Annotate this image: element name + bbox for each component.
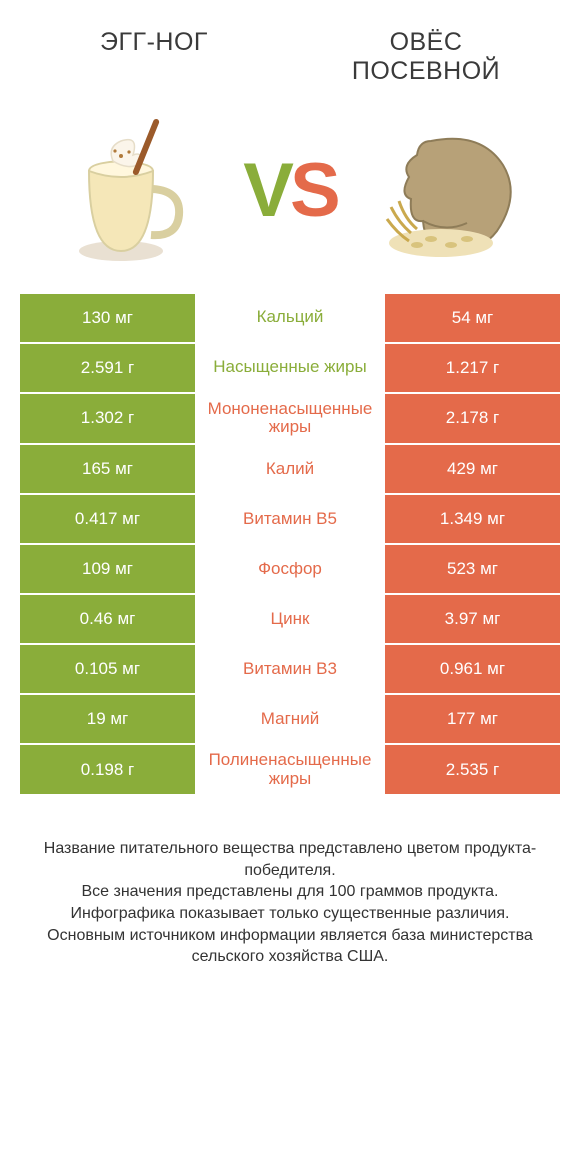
- value-right: 0.961 мг: [385, 645, 560, 693]
- table-row: 109 мгФосфор523 мг: [20, 543, 560, 593]
- vs-label: VS: [243, 147, 336, 234]
- nutrient-label: Магний: [195, 695, 385, 743]
- nutrient-label: Мононенасыщенные жиры: [195, 394, 385, 443]
- table-row: 2.591 гНасыщенные жиры1.217 г: [20, 342, 560, 392]
- nutrient-label: Фосфор: [195, 545, 385, 593]
- table-row: 0.417 мгВитамин B51.349 мг: [20, 493, 560, 543]
- value-left: 1.302 г: [20, 394, 195, 443]
- nutrient-label: Насыщенные жиры: [195, 344, 385, 392]
- value-left: 0.417 мг: [20, 495, 195, 543]
- nutrient-label: Полиненасыщенные жиры: [195, 745, 385, 794]
- image-right: [366, 106, 536, 276]
- value-right: 2.535 г: [385, 745, 560, 794]
- nutrient-label: Калий: [195, 445, 385, 493]
- value-right: 1.217 г: [385, 344, 560, 392]
- vs-s-letter: S: [290, 148, 337, 233]
- value-right: 54 мг: [385, 294, 560, 342]
- title-left: ЭГГ-НОГ: [54, 28, 254, 57]
- value-right: 2.178 г: [385, 394, 560, 443]
- oats-icon: [371, 111, 531, 271]
- eggnog-icon: [49, 111, 209, 271]
- nutrient-label: Цинк: [195, 595, 385, 643]
- table-row: 0.198 гПолиненасыщенные жиры2.535 г: [20, 743, 560, 794]
- header: ЭГГ-НОГ ОВЁС ПОСЕВНОЙ: [0, 0, 580, 96]
- table-row: 165 мгКалий429 мг: [20, 443, 560, 493]
- value-left: 0.46 мг: [20, 595, 195, 643]
- nutrient-label: Витамин B3: [195, 645, 385, 693]
- vs-row: VS: [0, 106, 580, 276]
- footer: Название питательного вещества представл…: [20, 838, 560, 968]
- footer-line: Основным источником информации является …: [20, 925, 560, 968]
- value-left: 0.198 г: [20, 745, 195, 794]
- table-row: 19 мгМагний177 мг: [20, 693, 560, 743]
- value-right: 177 мг: [385, 695, 560, 743]
- vs-v-letter: V: [243, 148, 290, 233]
- comparison-table: 130 мгКальций54 мг2.591 гНасыщенные жиры…: [20, 294, 560, 795]
- value-left: 0.105 мг: [20, 645, 195, 693]
- table-row: 0.105 мгВитамин B30.961 мг: [20, 643, 560, 693]
- nutrient-label: Кальций: [195, 294, 385, 342]
- value-right: 523 мг: [385, 545, 560, 593]
- value-left: 130 мг: [20, 294, 195, 342]
- footer-line: Инфографика показывает только существенн…: [20, 903, 560, 925]
- image-left: [44, 106, 214, 276]
- value-left: 165 мг: [20, 445, 195, 493]
- footer-line: Название питательного вещества представл…: [20, 838, 560, 881]
- footer-line: Все значения представлены для 100 граммо…: [20, 881, 560, 903]
- nutrient-label: Витамин B5: [195, 495, 385, 543]
- value-right: 3.97 мг: [385, 595, 560, 643]
- value-right: 429 мг: [385, 445, 560, 493]
- title-right: ОВЁС ПОСЕВНОЙ: [326, 28, 526, 86]
- value-left: 109 мг: [20, 545, 195, 593]
- value-left: 19 мг: [20, 695, 195, 743]
- table-row: 130 мгКальций54 мг: [20, 294, 560, 342]
- table-row: 1.302 гМононенасыщенные жиры2.178 г: [20, 392, 560, 443]
- value-left: 2.591 г: [20, 344, 195, 392]
- table-row: 0.46 мгЦинк3.97 мг: [20, 593, 560, 643]
- value-right: 1.349 мг: [385, 495, 560, 543]
